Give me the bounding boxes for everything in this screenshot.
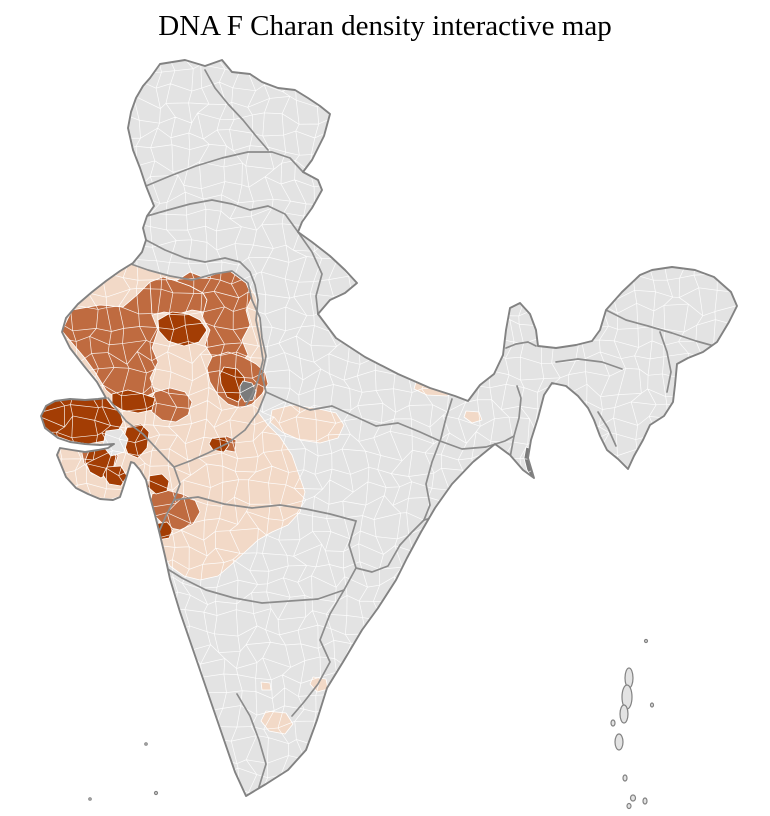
district-region-tamilnadu-low-patch[interactable] [260,710,294,735]
island [626,802,632,810]
india-landmass [41,60,737,796]
map-title: DNA F Charan density interactive map [158,10,612,42]
island [629,794,637,802]
island [643,638,649,644]
district-region-bikaner-high-district[interactable] [157,311,208,347]
island [649,702,655,708]
island [88,797,92,801]
district-region-west-mp-low-patch[interactable] [269,404,345,444]
island-group [88,638,655,810]
island [153,790,159,796]
island [144,742,148,746]
state-borders [107,69,715,788]
district-region-rajkot-high[interactable] [102,465,128,487]
district-region-bihar-low-patch-2[interactable] [463,410,483,424]
density-regions [41,262,539,735]
district-region-tiny-low-patch[interactable] [260,681,272,691]
district-region-alwar-high-district[interactable] [219,366,247,403]
island [619,704,629,724]
india-coastline-outline [40,59,738,797]
island [610,719,616,727]
island [614,733,624,751]
island [642,797,648,805]
island [622,774,628,782]
